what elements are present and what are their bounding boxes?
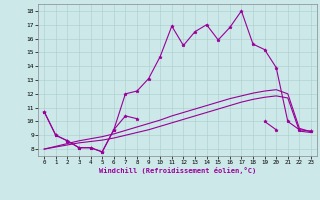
X-axis label: Windchill (Refroidissement éolien,°C): Windchill (Refroidissement éolien,°C) xyxy=(99,167,256,174)
